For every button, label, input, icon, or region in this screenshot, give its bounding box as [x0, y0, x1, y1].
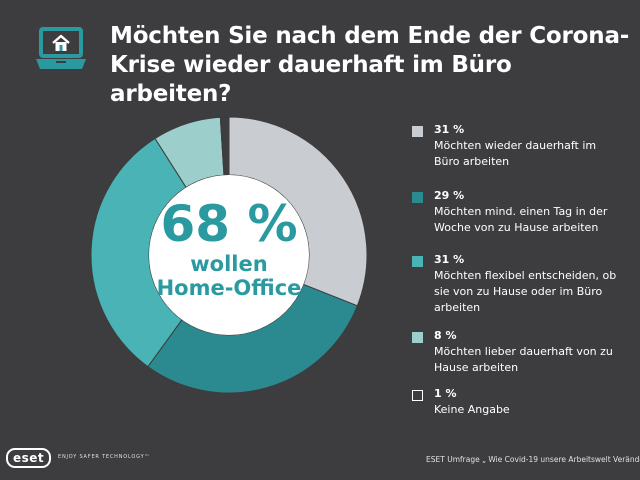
legend-label-line: Woche von zu Hause arbeiten	[434, 221, 599, 234]
center-caption-line-1: wollen	[190, 252, 268, 276]
donut-center	[149, 175, 309, 335]
legend-label-line: sie von zu Hause oder im Büro	[434, 285, 603, 298]
legend-swatch	[412, 390, 423, 401]
legend-label-line: Büro arbeiten	[434, 155, 510, 168]
legend-label-line: arbeiten	[434, 301, 481, 314]
legend-label-line: Keine Angabe	[434, 403, 510, 416]
chart-title-line-1: Möchten Sie nach dem Ende der Corona-	[110, 23, 630, 49]
legend-label-line: Möchten flexibel entscheiden, ob	[434, 269, 617, 282]
legend-label-line: Möchten wieder dauerhaft im	[434, 139, 597, 152]
legend: 31 % Möchten wieder dauerhaft im Büro ar…	[410, 122, 635, 426]
legend-swatch	[412, 126, 423, 137]
legend-percent: 1 %	[434, 387, 457, 400]
chart-title: Möchten Sie nach dem Ende der Corona- Kr…	[110, 22, 630, 109]
legend-item: 1 % Keine Angabe	[410, 386, 635, 426]
legend-swatch	[412, 332, 423, 343]
legend-label-line: Möchten mind. einen Tag in der	[434, 205, 608, 218]
center-caption: wollen Home-Office	[84, 252, 374, 300]
legend-label-line: Hause arbeiten	[434, 361, 519, 374]
legend-item: 31 % Möchten wieder dauerhaft im Büro ar…	[410, 122, 635, 188]
tagline: ENJOY SAFER TECHNOLOGY™	[58, 454, 151, 460]
legend-percent: 31 %	[434, 253, 465, 266]
center-percent: 68 %	[160, 195, 298, 253]
legend-percent: 8 %	[434, 329, 457, 342]
laptop-home-icon	[36, 27, 86, 69]
source-note: ESET Umfrage „ Wie Covid-19 unsere Arbei…	[426, 455, 640, 464]
eset-logo: eset	[6, 448, 52, 468]
center-caption-line-2: Home-Office	[156, 276, 302, 300]
legend-swatch	[412, 192, 423, 203]
legend-label-line: Möchten lieber dauerhaft von zu	[434, 345, 613, 358]
legend-percent: 31 %	[434, 123, 465, 136]
legend-item: 29 % Möchten mind. einen Tag in der Woch…	[410, 188, 635, 252]
legend-item: 8 % Möchten lieber dauerhaft von zu Haus…	[410, 328, 635, 386]
legend-swatch	[412, 256, 423, 267]
legend-percent: 29 %	[434, 189, 465, 202]
donut-chart	[90, 116, 368, 394]
legend-item: 31 % Möchten flexibel entscheiden, ob si…	[410, 252, 635, 328]
chart-title-line-2: Krise wieder dauerhaft im Büro arbeiten?	[110, 52, 512, 107]
